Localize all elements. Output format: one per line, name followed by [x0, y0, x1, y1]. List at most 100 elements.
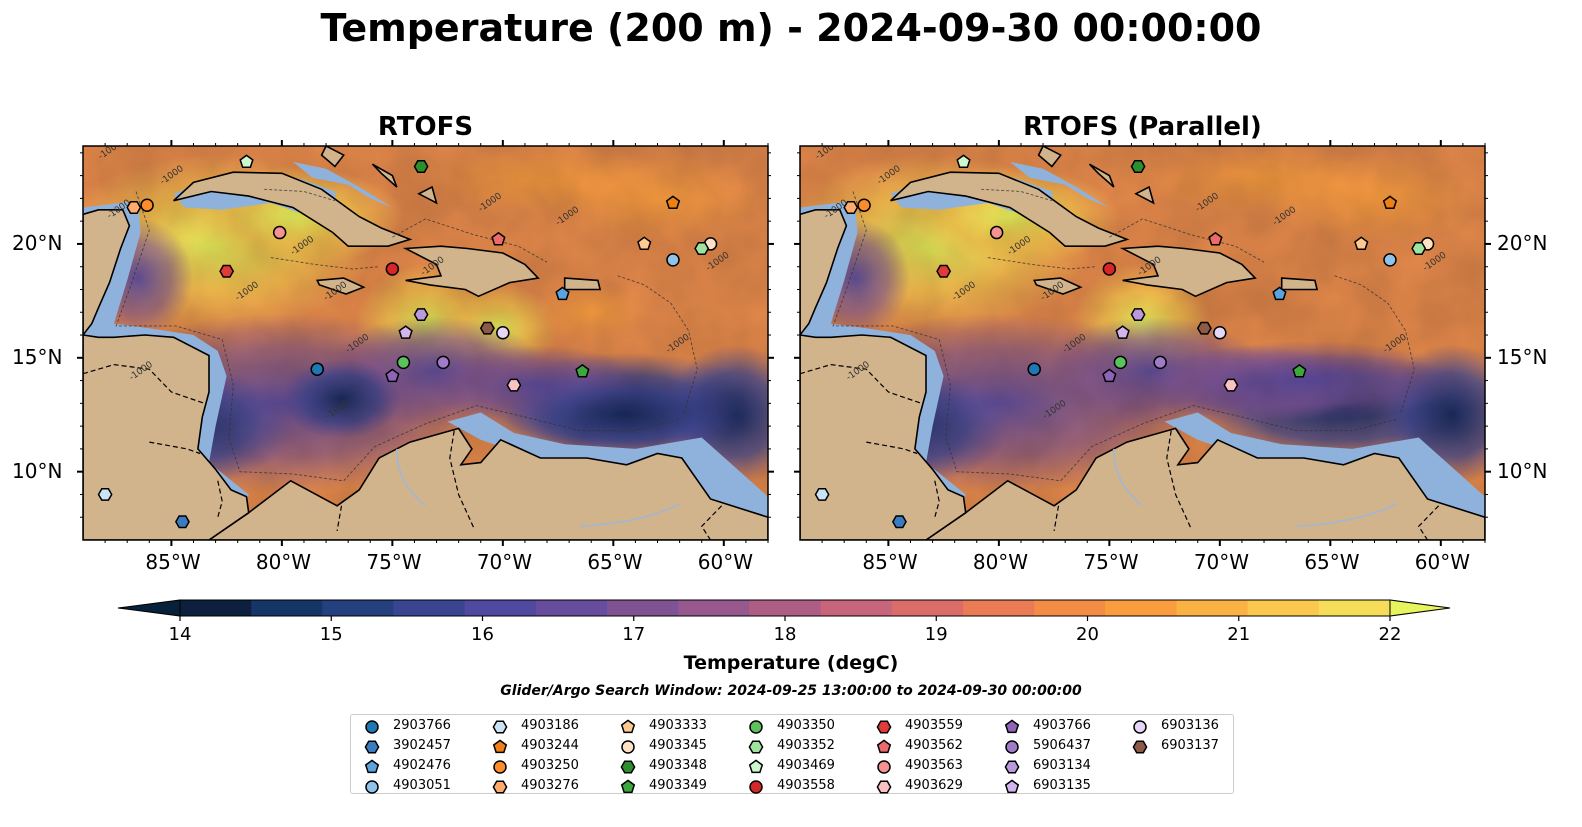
float-marker-3902457: [891, 515, 907, 529]
float-marker-6903134: [413, 308, 429, 321]
float-marker-4903051: [1383, 253, 1397, 267]
colorbar-segment: [1034, 600, 1106, 616]
lat-tick-label-right: 15°N: [1497, 344, 1548, 369]
legend-marker-shape: [620, 779, 636, 794]
land: [83, 146, 768, 540]
colorbar-segment: [1176, 600, 1249, 616]
legend-marker-pentagon: [1004, 719, 1020, 734]
float-marker-4903563: [272, 225, 287, 240]
legend-marker-shape: [364, 759, 380, 774]
legend-marker-shape: [1004, 779, 1020, 794]
legend-label: 4902476: [393, 758, 451, 773]
legend-marker-pentagon: [620, 719, 636, 734]
legend-marker-shape: [365, 780, 379, 794]
float-marker-4903348: [413, 160, 429, 173]
legend-marker-circle: [1133, 720, 1147, 734]
legend-marker-pentagon: [876, 739, 892, 754]
legend-marker-hexagon: [1132, 740, 1148, 754]
float-legend: 2903766 3902457 4902476 4903051 4903186 49032…: [350, 714, 1234, 794]
colorbar-segment: [1318, 600, 1391, 616]
legend-marker-shape: [876, 739, 892, 754]
legend-marker-shape: [492, 780, 508, 794]
legend-label: 4903766: [1033, 718, 1091, 733]
panel-title-rtofs: RTOFS: [377, 112, 474, 142]
colorbar-segment: [180, 600, 252, 616]
float-marker-5906437: [1153, 355, 1167, 370]
lat-tick-label-left: 10°N: [12, 458, 63, 483]
map-panel-rtofs-parallel: -1000-1000-1000-1000-1000-1000-1000-1000…: [794, 140, 1491, 546]
colorbar-segment: [749, 600, 822, 616]
legend-label: 4903352: [777, 738, 835, 753]
legend-marker-circle: [365, 720, 379, 734]
panel-title-rtofs-parallel: RTOFS (Parallel): [1023, 112, 1262, 142]
legend-marker-pentagon: [748, 759, 764, 774]
float-marker-4903629: [1223, 378, 1239, 392]
float-marker-6903134: [1130, 308, 1146, 321]
colorbar-tick-label: 21: [1227, 624, 1251, 645]
legend-label: 4903349: [649, 778, 707, 793]
legend-marker-shape: [749, 780, 763, 794]
legend-marker-shape: [1133, 720, 1147, 734]
colorbar-tick-label: 14: [168, 624, 192, 645]
legend-marker-shape: [749, 720, 763, 734]
float-marker-4903766: [385, 368, 400, 383]
legend-marker-shape: [1132, 740, 1148, 754]
legend-marker-circle: [1005, 740, 1019, 754]
legend-marker-shape: [364, 740, 380, 754]
float-marker-6903136: [496, 326, 510, 340]
legend-marker-circle: [493, 760, 507, 774]
float-marker-4903244: [665, 195, 681, 210]
float-marker-4903350: [396, 355, 411, 370]
float-marker-4903250: [140, 198, 154, 212]
legend-marker-pentagon: [1004, 779, 1020, 794]
legend-marker-pentagon: [492, 739, 508, 754]
float-marker-4903349: [1292, 363, 1307, 378]
legend-label: 2903766: [393, 718, 451, 733]
legend-marker-shape: [876, 780, 892, 794]
colorbar-tick-label: 15: [319, 624, 343, 645]
legend-marker-shape: [877, 760, 891, 774]
float-marker-4903558: [385, 262, 400, 276]
lon-tick-label: 70°W: [476, 550, 533, 574]
colorbar-segment: [251, 600, 323, 616]
legend-label: 4903186: [521, 718, 579, 733]
float-marker-4903276: [126, 201, 142, 214]
legend-marker-circle: [749, 780, 763, 794]
legend-marker-shape: [621, 740, 635, 754]
legend-marker-hexagon: [1004, 760, 1020, 774]
float-marker-4903250: [857, 198, 871, 212]
colorbar-segment: [607, 600, 679, 616]
float-marker-4903051: [666, 253, 680, 267]
colorbar-segment: [1247, 600, 1320, 616]
lon-tick-label: 80°W: [972, 550, 1029, 574]
float-marker-4902476: [1272, 286, 1287, 301]
float-marker-4903352: [694, 242, 710, 255]
float-marker-4903186: [97, 487, 113, 501]
colorbar-tick-label: 18: [773, 624, 797, 645]
lon-tick-label: 60°W: [1414, 550, 1471, 574]
legend-marker-shape: [748, 759, 764, 774]
legend-label: 4903559: [905, 718, 963, 733]
lon-tick-label: 75°W: [1083, 550, 1139, 574]
colorbar-segment: [1105, 600, 1178, 616]
colorbar-segment: [464, 600, 537, 616]
float-marker-4903348: [1130, 160, 1146, 173]
float-marker-6903136: [1213, 326, 1227, 340]
float-marker-6903137: [479, 321, 495, 335]
colorbar-tick-label: 19: [924, 624, 948, 645]
colorbar-under-arrow: [117, 599, 181, 617]
colorbar-tick-label: 16: [471, 624, 494, 645]
legend-marker-shape: [620, 719, 636, 734]
legend-label: 3902457: [393, 738, 451, 753]
legend-label: 4903350: [777, 718, 835, 733]
legend-marker-shape: [748, 740, 764, 754]
colorbar-over-arrow: [1389, 599, 1451, 617]
legend-marker-shape: [492, 720, 508, 734]
legend-label: 4903250: [521, 758, 579, 773]
float-marker-6903135: [398, 325, 413, 339]
legend-marker-circle: [621, 740, 635, 754]
float-marker-3902457: [174, 515, 190, 529]
colorbar: [117, 599, 1451, 621]
float-marker-5906437: [436, 355, 450, 370]
